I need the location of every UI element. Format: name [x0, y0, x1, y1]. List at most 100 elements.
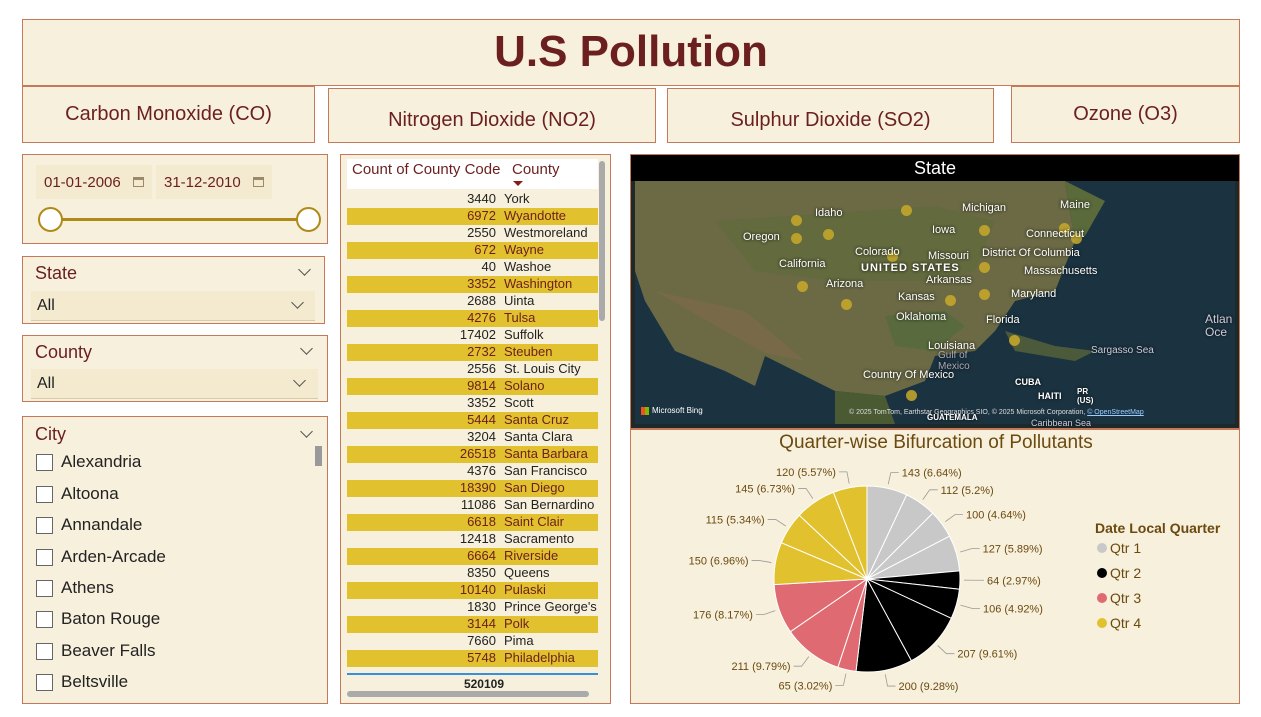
county-count-cell: 6972 — [467, 208, 496, 223]
pie-slice[interactable] — [832, 485, 868, 580]
legend-item-qtr1[interactable]: Qtr 1 — [1097, 540, 1141, 556]
pie-data-label: 145 (6.73%) — [735, 484, 795, 496]
table-row[interactable]: 5748 Philadelphia — [347, 650, 598, 667]
chevron-down-icon[interactable] — [298, 263, 311, 276]
city-option[interactable]: Annandale — [36, 515, 142, 535]
map-bubble[interactable] — [841, 299, 852, 310]
column-header-county[interactable]: County — [512, 161, 560, 178]
table-horizontal-scrollbar[interactable] — [347, 691, 589, 697]
table-row[interactable]: 672 Wayne — [347, 242, 598, 259]
city-option[interactable]: Beltsville — [36, 672, 128, 692]
legend-item-qtr4[interactable]: Qtr 4 — [1097, 615, 1141, 631]
table-row[interactable]: 6972 Wyandotte — [347, 208, 598, 225]
table-row[interactable]: 5444 Santa Cruz — [347, 412, 598, 429]
table-row[interactable]: 4276 Tulsa — [347, 310, 598, 327]
table-row[interactable]: 10140 Pulaski — [347, 582, 598, 599]
map-bubble[interactable] — [906, 390, 917, 401]
column-header-count[interactable]: Count of County Code — [352, 161, 501, 178]
map-label: Arkansas — [926, 274, 972, 286]
table-row[interactable]: 12418 Sacramento — [347, 531, 598, 548]
city-option[interactable]: Altoona — [36, 484, 119, 504]
map-bubble[interactable] — [797, 281, 808, 292]
map-title: State — [631, 155, 1239, 181]
end-date-input[interactable]: 31-12-2010 — [156, 165, 272, 199]
table-row[interactable]: 3352 Washington — [347, 276, 598, 293]
tab-nitrogen-dioxide[interactable]: Nitrogen Dioxide (NO2) — [328, 88, 656, 143]
bing-logo: Microsoft Bing — [641, 406, 703, 415]
city-option[interactable]: Baton Rouge — [36, 609, 160, 629]
table-row[interactable]: 6618 Saint Clair — [347, 514, 598, 531]
map-bubble[interactable] — [1009, 335, 1020, 346]
checkbox[interactable] — [36, 453, 53, 471]
table-row[interactable]: 3144 Polk — [347, 616, 598, 633]
checkbox[interactable] — [36, 579, 53, 597]
table-row[interactable]: 26518 Santa Barbara — [347, 446, 598, 463]
county-name-cell: Wyandotte — [504, 208, 567, 223]
table-row[interactable]: 4376 San Francisco — [347, 463, 598, 480]
table-row[interactable]: 40 Washoe — [347, 259, 598, 276]
checkbox[interactable] — [36, 642, 53, 660]
state-map[interactable]: State Idaho Michigan Maine Oregon Iowa C… — [630, 154, 1240, 429]
map-bubble[interactable] — [791, 215, 802, 226]
legend-item-qtr3[interactable]: Qtr 3 — [1097, 590, 1141, 606]
chevron-down-icon[interactable] — [293, 374, 306, 387]
table-row[interactable]: 2688 Uinta — [347, 293, 598, 310]
table-row[interactable]: 17402 Suffolk — [347, 327, 598, 344]
table-row[interactable]: 1830 Prince George's — [347, 599, 598, 616]
city-option[interactable]: Alexandria — [36, 452, 141, 472]
county-dropdown[interactable]: All — [31, 369, 318, 399]
tab-ozone[interactable]: Ozone (O3) — [1011, 86, 1240, 143]
table-row[interactable]: 11086 San Bernardino — [347, 497, 598, 514]
checkbox[interactable] — [36, 516, 53, 534]
table-row[interactable]: 3204 Santa Clara — [347, 429, 598, 446]
map-bubble[interactable] — [791, 233, 802, 244]
date-slider-track[interactable] — [51, 218, 309, 221]
map-bubble[interactable] — [945, 295, 956, 306]
table-row[interactable]: 2732 Steuben — [347, 344, 598, 361]
map-bubble[interactable] — [979, 262, 990, 273]
start-date-input[interactable]: 01-01-2006 — [36, 165, 152, 199]
map-bubble[interactable] — [887, 251, 898, 262]
map-bubble[interactable] — [823, 229, 834, 240]
chevron-down-icon[interactable] — [300, 342, 313, 355]
table-row[interactable]: 18390 San Diego — [347, 480, 598, 497]
table-row[interactable]: 7660 Pima — [347, 633, 598, 650]
map-bubble[interactable] — [1071, 233, 1082, 244]
map-bubble[interactable] — [1059, 223, 1070, 234]
date-slider-end-handle[interactable] — [296, 207, 321, 232]
checkbox[interactable] — [36, 610, 53, 628]
table-row[interactable]: 8350 Queens — [347, 565, 598, 582]
checkbox[interactable] — [36, 485, 53, 503]
calendar-icon[interactable] — [252, 177, 264, 187]
city-option[interactable]: Athens — [36, 578, 114, 598]
checkbox[interactable] — [36, 548, 53, 566]
table-row[interactable]: 9814 Solano — [347, 378, 598, 395]
city-option[interactable]: Arden-Arcade — [36, 547, 166, 567]
tab-carbon-monoxide[interactable]: Carbon Monoxide (CO) — [22, 86, 315, 143]
state-dropdown[interactable]: All — [31, 291, 315, 321]
sort-descending-icon[interactable] — [513, 181, 523, 186]
chevron-down-icon[interactable] — [291, 296, 304, 309]
map-bubble[interactable] — [979, 225, 990, 236]
city-list-scrollbar[interactable] — [315, 446, 322, 466]
openstreetmap-link[interactable]: © OpenStreetMap — [1087, 409, 1144, 416]
map-bubble[interactable] — [901, 205, 912, 216]
table-row[interactable]: 2550 Westmoreland — [347, 225, 598, 242]
table-row[interactable]: 3352 Scott — [347, 395, 598, 412]
map-label: Arizona — [826, 278, 864, 290]
date-slider-start-handle[interactable] — [38, 207, 63, 232]
city-option[interactable]: Beaver Falls — [36, 641, 155, 661]
legend-item-qtr2[interactable]: Qtr 2 — [1097, 565, 1141, 581]
pie-data-label: 106 (4.92%) — [983, 603, 1043, 615]
calendar-icon[interactable] — [132, 177, 144, 187]
table-row[interactable]: 6664 Riverside — [347, 548, 598, 565]
table-vertical-scrollbar[interactable] — [599, 161, 605, 321]
map-bubble[interactable] — [979, 289, 990, 300]
table-row[interactable]: 3440 York — [347, 191, 598, 208]
table-row[interactable]: 2556 St. Louis City — [347, 361, 598, 378]
checkbox[interactable] — [36, 673, 53, 691]
tab-sulphur-dioxide[interactable]: Sulphur Dioxide (SO2) — [667, 88, 994, 143]
chevron-down-icon[interactable] — [300, 425, 313, 438]
county-count-cell: 17402 — [459, 327, 496, 342]
city-slicer-title: City — [35, 424, 66, 444]
